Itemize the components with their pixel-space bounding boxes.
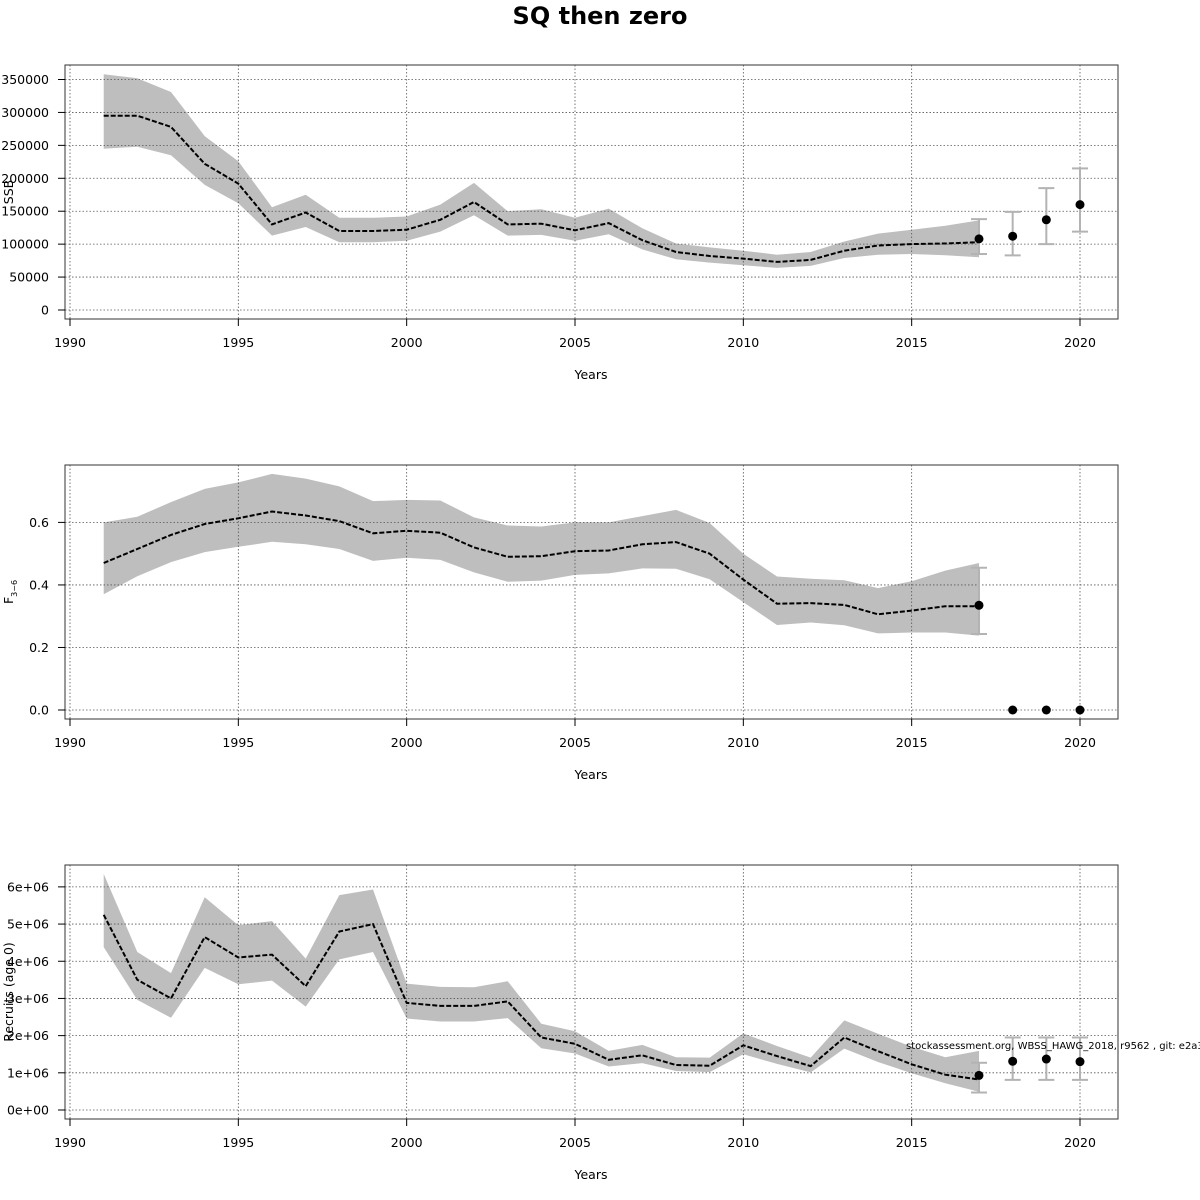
x-tick-label: 2000 — [391, 335, 423, 350]
forecast-point — [1008, 231, 1018, 241]
x-tick-label: 1990 — [54, 735, 86, 750]
x-tick-label: 2010 — [727, 735, 759, 750]
y-tick-label: 250000 — [1, 138, 49, 153]
confidence-band — [103, 74, 979, 268]
x-tick-label: 2005 — [559, 335, 591, 350]
chart-title: SQ then zero — [512, 2, 688, 30]
x-axis-label: Years — [574, 367, 608, 382]
y-tick-label: 0e+00 — [7, 1103, 49, 1118]
estimate-line — [103, 114, 980, 263]
y-tick-label: 0.6 — [29, 515, 49, 530]
plot-frame — [64, 64, 1119, 320]
forecast-point — [1075, 705, 1085, 715]
y-tick-label: 1e+06 — [7, 1065, 49, 1080]
forecast-point — [1041, 1054, 1051, 1064]
y-tick-label: 0.2 — [29, 640, 49, 655]
x-tick-label: 2020 — [1064, 335, 1096, 350]
y-tick-label: 0.0 — [29, 703, 49, 718]
plot-frame — [64, 464, 1119, 720]
y-axis-label-subscript: 3−6 — [10, 580, 19, 597]
forecast-point — [1008, 705, 1018, 715]
confidence-band — [103, 473, 979, 636]
x-tick-label: 1995 — [222, 335, 254, 350]
x-tick-label: 2020 — [1064, 735, 1096, 750]
x-tick-label: 2005 — [559, 735, 591, 750]
x-tick-label: 2000 — [391, 735, 423, 750]
x-tick-label: 1990 — [54, 1135, 86, 1150]
y-tick-label: 0 — [41, 303, 49, 318]
y-tick-label: 100000 — [1, 237, 49, 252]
y-tick-label: 150000 — [1, 204, 49, 219]
y-tick-label: 4e+06 — [7, 954, 49, 969]
y-tick-label: 2e+06 — [7, 1028, 49, 1043]
y-axis-label: F3−6 — [1, 580, 19, 604]
y-tick-label: 0.4 — [29, 577, 49, 592]
forecast-point — [1041, 215, 1051, 225]
x-tick-label: 2020 — [1064, 1135, 1096, 1150]
y-tick-label: 200000 — [1, 171, 49, 186]
x-axis-label: Years — [574, 767, 608, 782]
x-tick-label: 1990 — [54, 335, 86, 350]
x-tick-label: 2015 — [896, 735, 928, 750]
x-tick-label: 2015 — [896, 1135, 928, 1150]
x-tick-label: 1995 — [222, 735, 254, 750]
y-tick-label: 3e+06 — [7, 991, 49, 1006]
y-axis-label: Recruits (age 0) — [1, 942, 16, 1042]
panel-1: 1990 1995 2000 2005 2010 2015 2020 0 50000 100000… — [1, 64, 1119, 382]
x-tick-label: 2015 — [896, 335, 928, 350]
confidence-band — [103, 873, 979, 1092]
forecast-errorbar — [1072, 167, 1088, 233]
x-tick-label: 2010 — [727, 1135, 759, 1150]
forecast-point — [1075, 1057, 1085, 1067]
y-tick-label: 350000 — [1, 72, 49, 87]
panel-2: 1990 1995 2000 2005 2010 2015 2020 0.0 0.2 0.4 0.6… — [1, 464, 1119, 782]
x-tick-label: 2005 — [559, 1135, 591, 1150]
panel-3: 1990 1995 2000 2005 2010 2015 2020 0e+00 1e+06 2e… — [1, 864, 1119, 1182]
forecast-point — [974, 234, 984, 244]
plot-frame — [64, 864, 1119, 1120]
y-tick-label: 5e+06 — [7, 917, 49, 932]
y-tick-label: 300000 — [1, 105, 49, 120]
x-tick-label: 2010 — [727, 335, 759, 350]
x-tick-label: 1995 — [222, 1135, 254, 1150]
forecast-point — [974, 600, 984, 610]
y-tick-label: 50000 — [9, 270, 49, 285]
y-tick-label: 6e+06 — [7, 879, 49, 894]
x-axis-label: Years — [574, 1167, 608, 1182]
forecast-point — [1041, 705, 1051, 715]
forecast-point — [1075, 200, 1085, 210]
x-tick-label: 2000 — [391, 1135, 423, 1150]
estimate-line — [102, 914, 980, 1081]
estimate-line — [103, 510, 979, 616]
credit-text: stockassessment.org, WBSS_HAWG_2018, r95… — [906, 1041, 1200, 1052]
forecast-point — [1008, 1056, 1018, 1066]
forecast-point — [974, 1070, 984, 1080]
y-axis-label: SSB — [1, 180, 16, 204]
